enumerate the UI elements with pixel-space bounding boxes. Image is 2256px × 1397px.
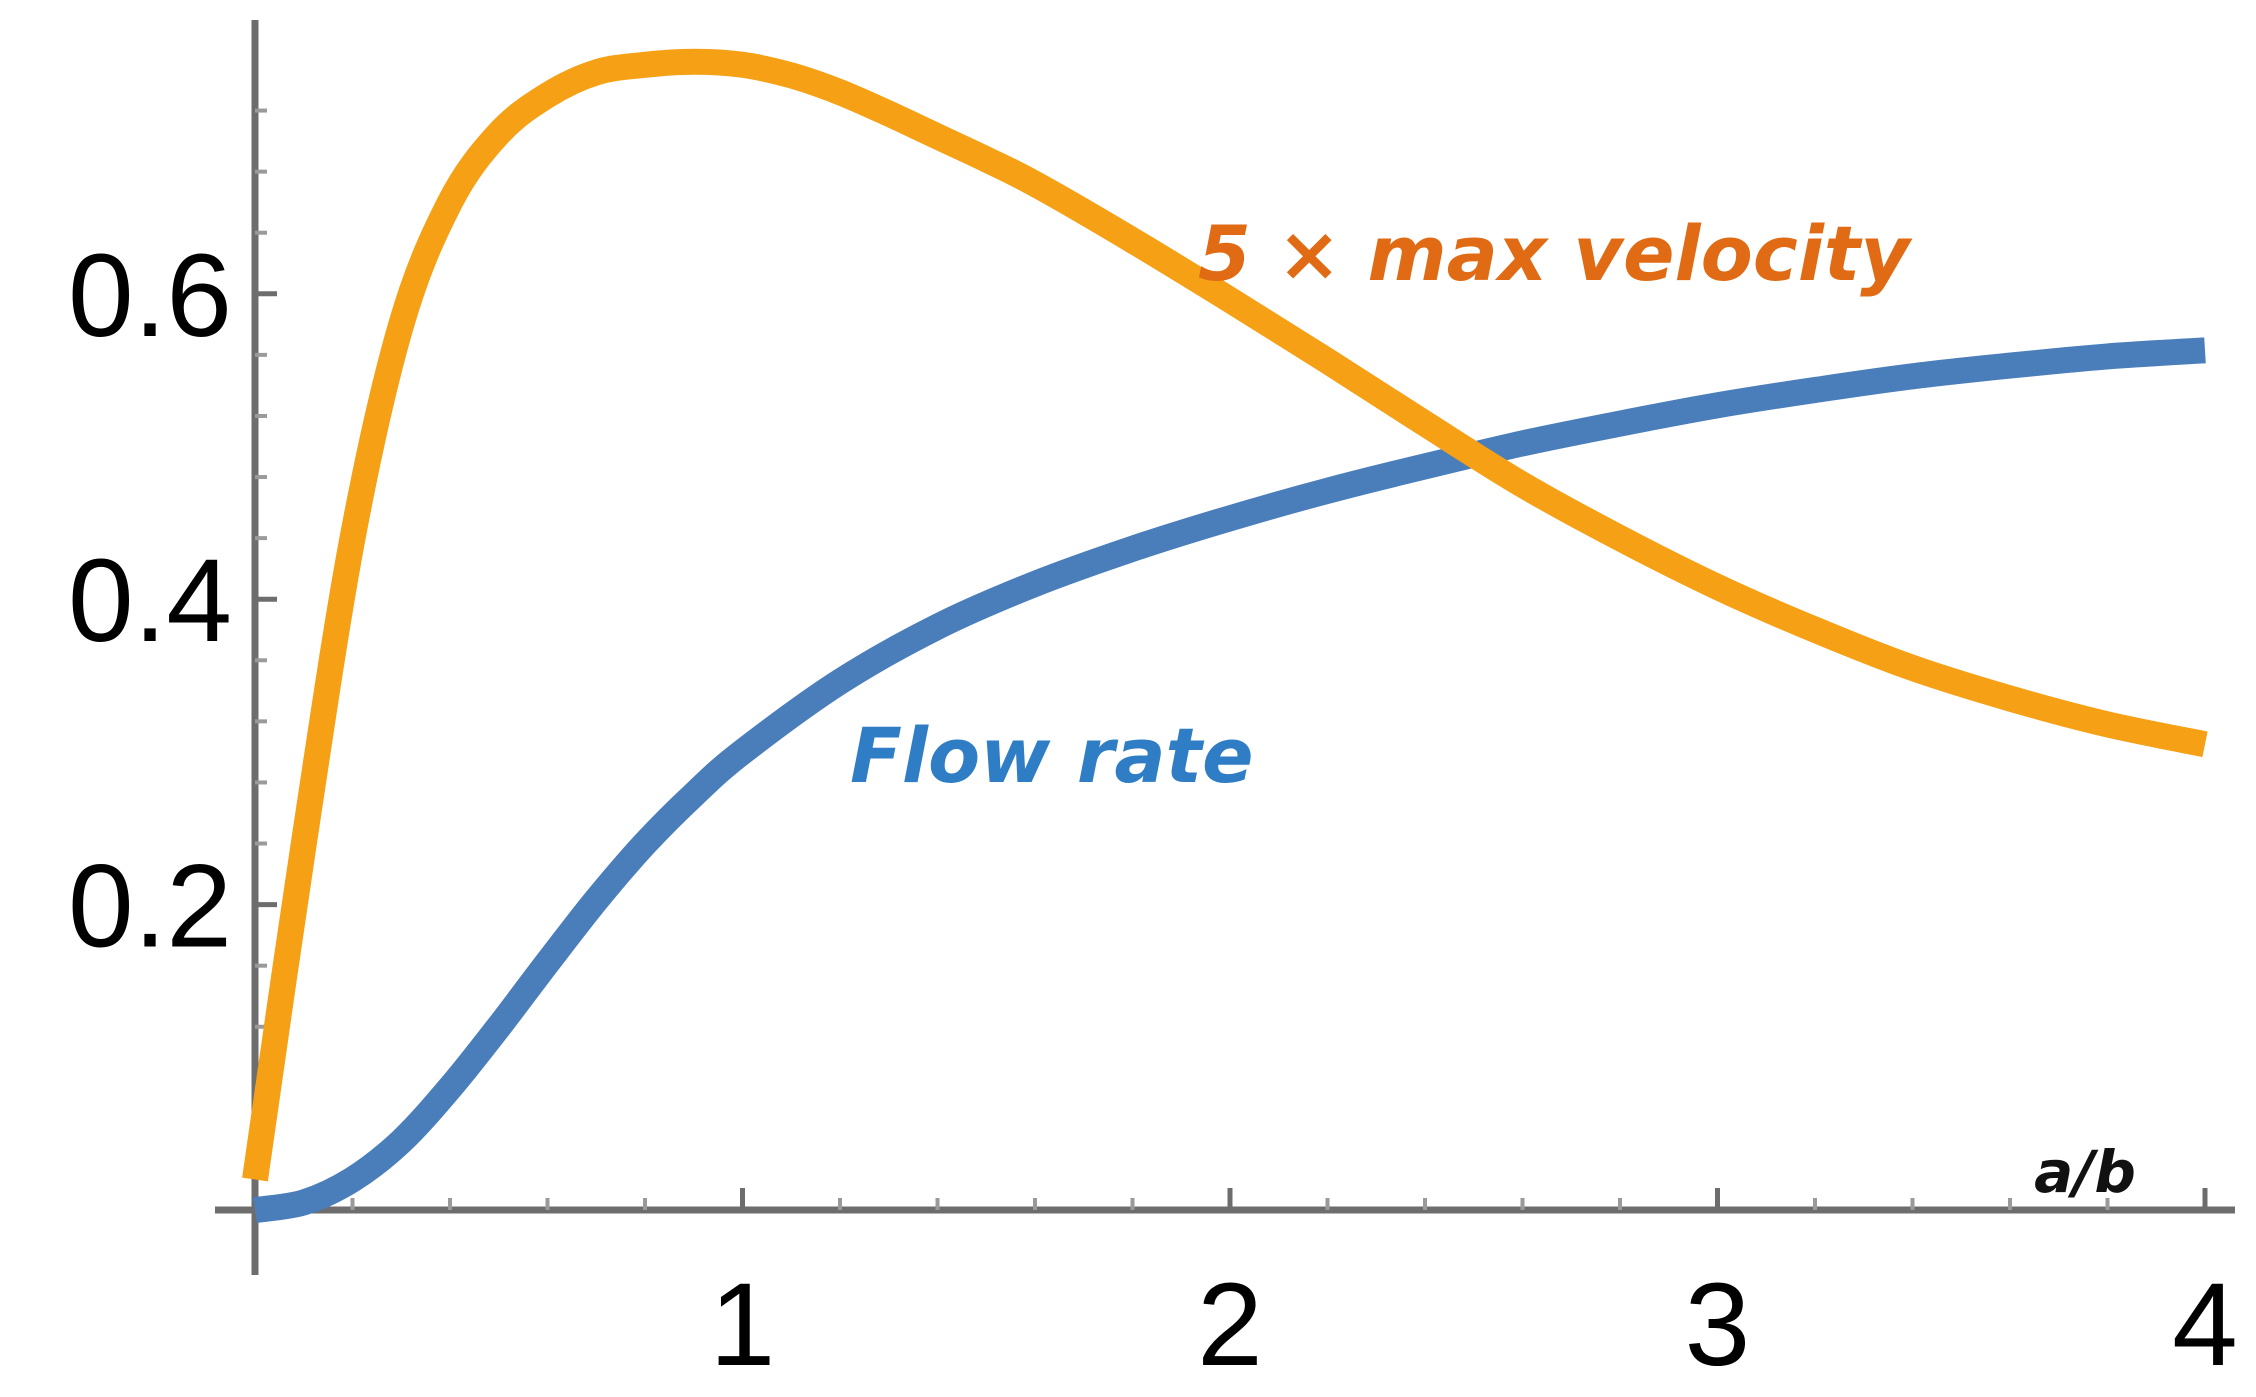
max-velocity-series-line (242, 48, 2208, 1182)
flow-rate-series-line (252, 337, 2206, 1223)
y-tick-label: 0.2 (68, 841, 232, 973)
max-velocity-annotation: 5 × max velocity (1198, 209, 1913, 298)
x-axis-label: a/b (2034, 1138, 2136, 1206)
ticks-layer: 1 2 3 4 0.2 0.4 0.6 (68, 108, 2238, 1391)
labels-layer: a/b 5 × max velocity Flow rate (850, 209, 2136, 1206)
x-tick-label: 1 (710, 1259, 776, 1391)
x-tick-label: 2 (1197, 1259, 1263, 1391)
y-tick-label: 0.6 (68, 230, 232, 362)
axes-layer (215, 20, 2235, 1275)
flow-rate-annotation: Flow rate (850, 711, 1254, 800)
series-layer (242, 48, 2208, 1223)
y-tick-label: 0.4 (68, 535, 232, 667)
x-tick-label: 3 (1685, 1259, 1751, 1391)
x-tick-label: 4 (2172, 1259, 2238, 1391)
